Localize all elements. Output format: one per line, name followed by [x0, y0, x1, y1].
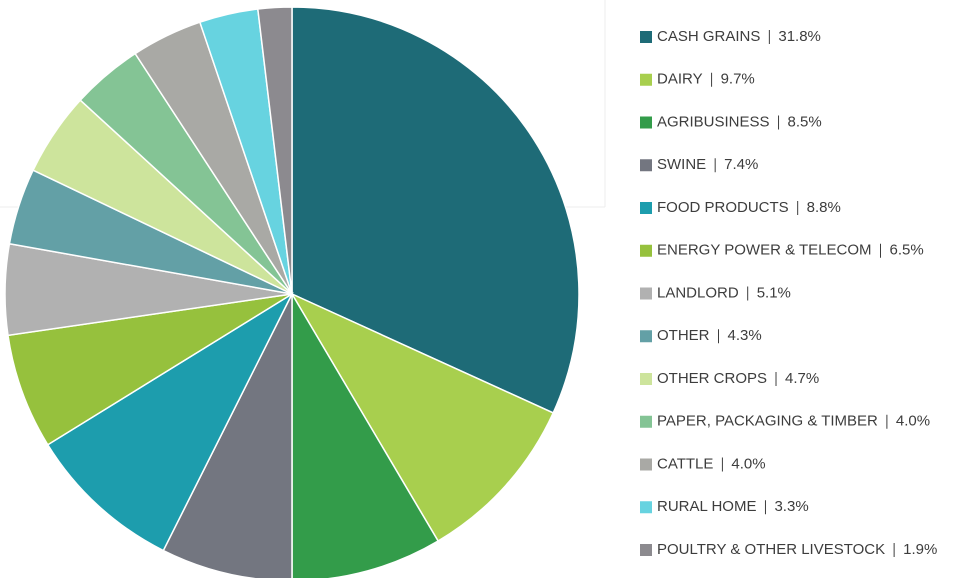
legend-value: 4.0% — [731, 455, 765, 472]
legend-label: POULTRY & OTHER LIVESTOCK — [657, 541, 885, 558]
legend-label: CATTLE — [657, 455, 713, 472]
pie-slice — [46, 291, 294, 552]
legend-swatch — [640, 244, 652, 257]
legend-swatch — [640, 73, 652, 86]
legend-label: OTHER — [657, 327, 710, 344]
pie-slice — [7, 293, 293, 446]
legend-value: 7.4% — [724, 156, 758, 173]
legend-label: OTHER CROPS — [657, 370, 767, 387]
legend-label: CASH GRAINS — [657, 28, 760, 45]
legend-swatch — [640, 159, 652, 172]
legend-label: LANDLORD — [657, 284, 739, 301]
legend-swatch — [640, 544, 652, 556]
legend-value: 4.3% — [728, 327, 762, 344]
legend-value: 8.8% — [807, 199, 841, 216]
legend-swatch — [640, 202, 652, 214]
legend-label: SWINE — [657, 156, 706, 173]
legend-value: 9.7% — [721, 71, 755, 88]
legend-value: 8.5% — [788, 113, 822, 130]
legend-value: 1.9% — [903, 541, 937, 558]
pie-slice — [290, 292, 555, 543]
legend-swatch — [640, 501, 652, 514]
legend-swatch — [640, 415, 652, 428]
legend-swatch — [640, 31, 652, 43]
legend-label: FOOD PRODUCTS — [657, 199, 789, 216]
legend-value: 3.3% — [774, 498, 808, 515]
legend-swatch — [640, 373, 652, 385]
legend-value: 31.8% — [778, 28, 821, 45]
legend-label: ENERGY POWER & TELECOM — [657, 242, 872, 259]
legend-value: 5.1% — [757, 284, 791, 301]
legend-label: AGRIBUSINESS — [657, 113, 770, 130]
legend-swatch — [640, 116, 652, 129]
legend-swatch — [640, 330, 652, 343]
pie-slice — [291, 6, 580, 414]
legend-swatch — [640, 458, 652, 471]
pie-slice — [256, 6, 293, 295]
legend-label: PAPER, PACKAGING & TIMBER — [657, 413, 878, 430]
legend-label: DAIRY — [657, 71, 703, 88]
legend-value: 4.7% — [785, 370, 819, 387]
legend-value: 6.5% — [890, 242, 924, 259]
pie-slice — [291, 291, 440, 578]
legend-swatch — [640, 287, 652, 300]
legend-value: 4.0% — [896, 413, 930, 430]
pie-slice — [162, 293, 293, 578]
legend-label: RURAL HOME — [657, 498, 756, 515]
